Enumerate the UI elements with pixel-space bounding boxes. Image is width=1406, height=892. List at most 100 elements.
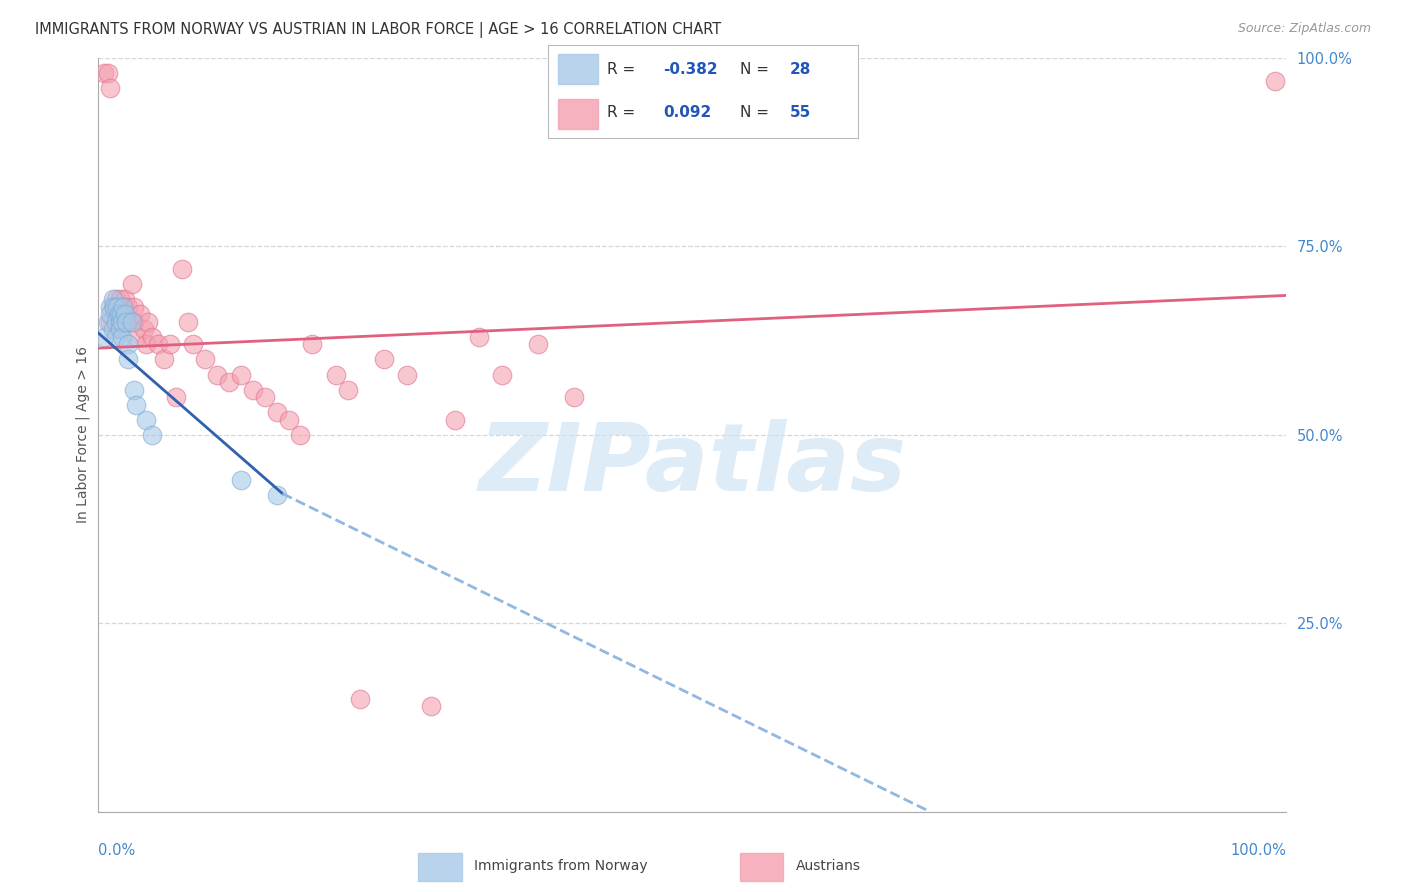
Text: 28: 28: [790, 62, 811, 78]
Point: [373, 352, 395, 367]
Text: N =: N =: [740, 62, 773, 78]
Point: [101, 322, 124, 336]
Text: IMMIGRANTS FROM NORWAY VS AUSTRIAN IN LABOR FORCE | AGE > 16 CORRELATION CHART: IMMIGRANTS FROM NORWAY VS AUSTRIAN IN LA…: [35, 22, 721, 38]
Point: [135, 337, 157, 351]
Point: [105, 330, 128, 344]
Point: [242, 383, 264, 397]
Point: [159, 337, 181, 351]
Point: [527, 337, 550, 351]
Point: [266, 405, 288, 419]
Text: Austrians: Austrians: [796, 859, 860, 873]
Point: [253, 390, 276, 404]
Point: [110, 307, 132, 321]
Point: [114, 307, 136, 321]
Point: [114, 315, 136, 329]
Point: [125, 330, 148, 344]
Point: [101, 292, 124, 306]
Bar: [558, 54, 598, 84]
Point: [97, 315, 120, 329]
Point: [121, 315, 143, 329]
Point: [122, 383, 145, 397]
Point: [111, 300, 134, 314]
Point: [107, 307, 129, 321]
Point: [444, 413, 467, 427]
Point: [135, 413, 157, 427]
Point: [218, 375, 240, 389]
Point: [290, 428, 312, 442]
Point: [467, 330, 489, 344]
Text: N =: N =: [740, 105, 773, 120]
Point: [229, 368, 252, 382]
Point: [349, 691, 371, 706]
Point: [194, 352, 217, 367]
Point: [105, 315, 128, 329]
Text: R =: R =: [607, 105, 640, 120]
Point: [105, 307, 128, 321]
Point: [108, 322, 131, 336]
Point: [207, 368, 229, 382]
Point: [325, 368, 347, 382]
Bar: [419, 854, 461, 881]
Point: [108, 292, 131, 306]
Text: R =: R =: [607, 62, 640, 78]
Point: [93, 66, 115, 80]
Point: [108, 315, 131, 329]
Point: [562, 390, 585, 404]
Point: [112, 300, 135, 314]
Text: ZIPatlas: ZIPatlas: [478, 419, 907, 511]
Point: [146, 337, 169, 351]
Point: [93, 330, 115, 344]
Point: [152, 352, 174, 367]
Point: [107, 315, 129, 329]
Point: [491, 368, 513, 382]
Point: [117, 352, 139, 367]
Point: [114, 315, 136, 329]
Point: [165, 390, 187, 404]
Point: [98, 81, 121, 95]
Point: [117, 315, 139, 329]
Point: [101, 300, 124, 314]
Point: [420, 699, 443, 714]
Point: [141, 330, 163, 344]
Text: 55: 55: [790, 105, 811, 120]
Point: [301, 337, 323, 351]
Point: [105, 292, 128, 306]
Point: [141, 428, 163, 442]
Bar: [740, 854, 783, 881]
Text: Source: ZipAtlas.com: Source: ZipAtlas.com: [1237, 22, 1371, 36]
Point: [107, 307, 129, 321]
Text: -0.382: -0.382: [662, 62, 717, 78]
Point: [229, 473, 252, 487]
Point: [136, 315, 159, 329]
Point: [98, 315, 121, 329]
Text: Immigrants from Norway: Immigrants from Norway: [474, 859, 648, 873]
Point: [97, 66, 120, 80]
Point: [111, 315, 134, 329]
Point: [277, 413, 299, 427]
Bar: [558, 99, 598, 129]
Y-axis label: In Labor Force | Age > 16: In Labor Force | Age > 16: [76, 346, 90, 524]
Text: 100.0%: 100.0%: [1230, 843, 1286, 858]
Point: [122, 300, 145, 314]
Point: [117, 337, 139, 351]
Point: [107, 300, 129, 314]
Point: [266, 488, 288, 502]
Point: [1264, 73, 1286, 87]
Point: [125, 398, 148, 412]
Point: [336, 383, 359, 397]
Point: [122, 315, 145, 329]
Point: [103, 300, 125, 314]
Point: [183, 337, 205, 351]
Point: [108, 322, 131, 336]
Point: [98, 307, 121, 321]
Point: [111, 315, 134, 329]
Point: [129, 307, 152, 321]
Text: 0.092: 0.092: [662, 105, 711, 120]
Point: [114, 292, 136, 306]
Point: [117, 300, 139, 314]
Text: 0.0%: 0.0%: [98, 843, 135, 858]
Point: [111, 330, 134, 344]
Point: [132, 322, 155, 336]
Point: [98, 300, 121, 314]
Point: [170, 262, 193, 277]
